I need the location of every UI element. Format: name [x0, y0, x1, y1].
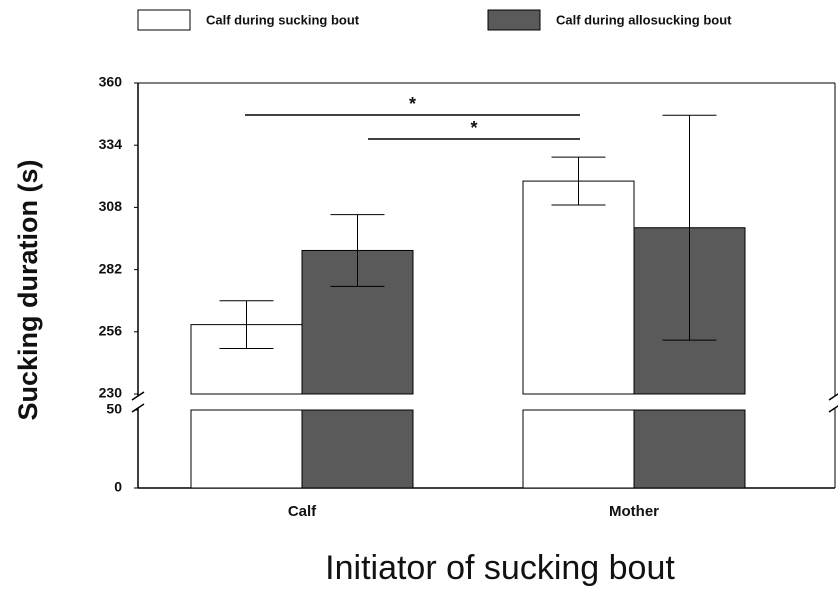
annotation: * [470, 118, 477, 138]
y-tick-label: 230 [99, 385, 123, 401]
error-bar [330, 214, 385, 287]
y-tick-label: 360 [99, 74, 123, 90]
bar [522, 180, 635, 395]
bar-base [190, 409, 303, 489]
legend-swatch [137, 9, 191, 31]
y-tick-label: 282 [99, 260, 123, 276]
x-axis-label: Initiator of sucking bout [325, 549, 675, 587]
bar-base [301, 409, 414, 489]
error-bar [551, 156, 606, 206]
y-tick-label: 0 [114, 479, 122, 495]
bar-base [522, 409, 635, 489]
y-tick-label: 308 [99, 198, 123, 214]
y-tick-label: 256 [99, 323, 123, 339]
axis-break [828, 393, 838, 413]
error-bar [662, 114, 717, 341]
legend-label: Calf during sucking bout [206, 12, 360, 27]
bar-base [633, 409, 746, 489]
x-tick-label: Mother [609, 503, 659, 520]
y-tick-label: 334 [99, 136, 123, 152]
y-axis-label: Sucking duration (s) [13, 159, 43, 420]
legend-label: Calf during allosucking bout [556, 12, 732, 27]
y-tick-label: 50 [106, 401, 122, 417]
error-bar [219, 300, 274, 350]
annotation: * [409, 94, 416, 114]
axis-break [131, 391, 145, 413]
legend-swatch [487, 9, 541, 31]
x-tick-label: Calf [288, 503, 317, 520]
